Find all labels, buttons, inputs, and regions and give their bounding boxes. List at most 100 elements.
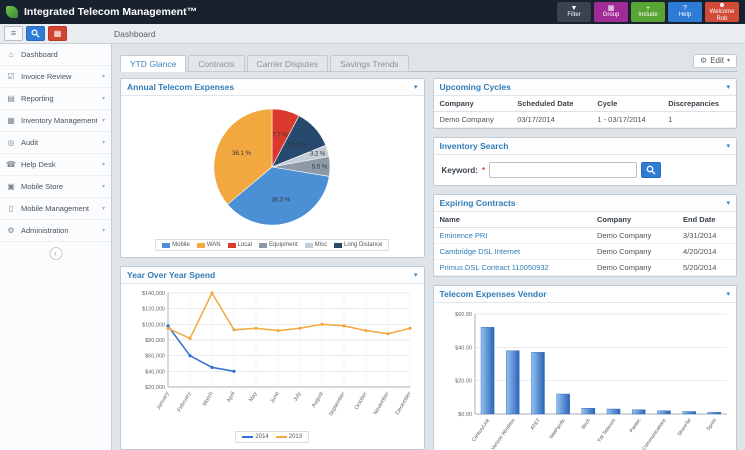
- sidebar-item-administration[interactable]: ⚙ Administration ▾: [0, 220, 111, 242]
- sidebar-collapse-button[interactable]: ‹: [49, 247, 62, 260]
- sidebar-item-help-desk[interactable]: ☎ Help Desk ▾: [0, 154, 111, 176]
- legend-label: 2014: [255, 434, 269, 440]
- table-header-row: Name Company End Date: [433, 212, 736, 228]
- sidebar-item-label: Mobile Store: [21, 182, 64, 191]
- bar-shoretel: [682, 411, 696, 415]
- data-point: [210, 365, 214, 369]
- include-button[interactable]: + Include: [631, 2, 665, 22]
- search-icon: [646, 165, 656, 175]
- x-tick-label: AT&T: [529, 418, 541, 432]
- legend-item: Misc: [304, 242, 327, 248]
- tab-ytd-glance[interactable]: YTD Glance: [120, 54, 187, 72]
- panel-title: Telecom Expenses Vendor: [439, 289, 547, 299]
- contract-link[interactable]: Eminence PRI: [439, 231, 488, 240]
- x-tick-label: June: [270, 391, 281, 404]
- contract-link[interactable]: Primus DSL Contract 110050932: [439, 263, 549, 272]
- contract-link[interactable]: Cambridge DSL Internet: [439, 247, 521, 256]
- table-cell: Primus DSL Contract 110050932: [433, 259, 592, 276]
- table-cell: 1: [662, 111, 736, 128]
- table-body: Demo Company 03/17/2014 1 - 03/17/2014 1: [433, 111, 736, 128]
- help-button[interactable]: ? Help: [668, 2, 702, 22]
- menu-button[interactable]: ≡: [4, 26, 23, 41]
- edit-menu-button[interactable]: ⚙ Edit ▾: [693, 54, 737, 68]
- breadcrumb: Dashboard: [114, 28, 156, 39]
- sidebar-item-mobile-management[interactable]: ▯ Mobile Management ▾: [0, 198, 111, 220]
- chevron-down-icon: ▾: [726, 58, 730, 64]
- table-cell: Demo Company: [591, 227, 678, 244]
- tab-savings-trends[interactable]: Savings Trends: [330, 54, 409, 72]
- data-point: [364, 329, 368, 333]
- table-cell: 03/17/2014: [511, 111, 592, 128]
- legend-swatch: [333, 242, 342, 248]
- legend-item: Mobile: [162, 242, 190, 248]
- x-tick-label: September: [328, 391, 347, 417]
- chevron-down-icon: ▾: [101, 184, 105, 190]
- help-icon: ?: [683, 5, 687, 13]
- welcome-rob-button[interactable]: ☻ Welcome Rob: [705, 2, 739, 22]
- sidebar-item-audit[interactable]: ◎ Audit ▾: [0, 132, 111, 154]
- pie-slice-label: 7.7 %: [273, 132, 289, 138]
- legend-line-swatch: [242, 436, 254, 438]
- sidebar-item-mobile-store[interactable]: ▣ Mobile Store ▾: [0, 176, 111, 198]
- pie-legend: Mobile WAN Local Equipment Misc Long Distance: [155, 239, 390, 251]
- legend-label: Mobile: [172, 242, 190, 248]
- collapse-caret-icon[interactable]: ▾: [413, 272, 418, 279]
- sidebar-item-reporting[interactable]: ▤ Reporting ▾: [0, 88, 111, 110]
- panel-title: Expiring Contracts: [439, 198, 516, 208]
- required-asterisk: *: [481, 165, 486, 175]
- admin-icon: ⚙: [7, 226, 15, 235]
- sidebar: ⌂ Dashboard ☑ Invoice Review ▾ ▤ Reporting ▾ ▦ In…: [0, 44, 112, 450]
- upcoming-cycles-table: Company Scheduled Date Cycle Discrepancies D…: [433, 96, 736, 128]
- pie-chart: 7.7 % 11.2 %3.2 % 5.5 % 36.3 % 36.1 %: [213, 108, 331, 226]
- y-tick-label: $120,000: [142, 307, 165, 313]
- panel-inventory-search: Inventory Search ▾ Keyword: *: [432, 137, 737, 186]
- table-body: Eminence PRI Demo Company 3/31/2014 Cambrid…: [433, 227, 736, 276]
- y-tick-label: $40.00: [455, 345, 472, 351]
- table-cell: Cambridge DSL Internet: [433, 243, 592, 260]
- search-button[interactable]: [26, 26, 45, 41]
- collapse-caret-icon[interactable]: ▾: [413, 84, 418, 91]
- collapse-caret-icon[interactable]: ▾: [726, 200, 730, 207]
- sidebar-item-inventory-management[interactable]: ▦ Inventory Management ▾: [0, 110, 111, 132]
- right-column: Upcoming Cycles ▾ Company Scheduled Date C…: [432, 78, 737, 450]
- group-button[interactable]: ▦ Group: [594, 2, 628, 22]
- pie-slice-mobile: [227, 166, 330, 226]
- collapse-caret-icon[interactable]: ▾: [726, 143, 730, 150]
- legend-label: Misc: [314, 242, 327, 248]
- apps-button[interactable]: ▦: [48, 26, 67, 41]
- tab-carrier-disputes[interactable]: Carrier Disputes: [246, 54, 329, 72]
- dashboard-columns: Annual Telecom Expenses ▾ 7.7 % 11.2 % 3.2…: [120, 78, 737, 450]
- sidebar-item-label: Reporting: [21, 94, 54, 103]
- sidebar-item-label: Help Desk: [21, 160, 56, 169]
- table-cell: 5/20/2014: [677, 259, 736, 276]
- x-tick-label: October: [354, 391, 369, 411]
- bar-tw-telecom: [606, 408, 621, 415]
- bar-verizon-wireless: [505, 350, 520, 415]
- invoice-icon: ☑: [7, 72, 15, 81]
- topbar-button-label: Filter: [567, 12, 581, 19]
- pie-slice-label: 3.2 %: [310, 152, 326, 158]
- tab-contracts[interactable]: Contracts: [188, 54, 245, 72]
- panel-header: Year Over Year Spend ▾: [121, 267, 424, 284]
- sidebar-item-invoice-review[interactable]: ☑ Invoice Review ▾: [0, 66, 111, 88]
- chevron-down-icon: ▾: [101, 206, 105, 212]
- tabs: YTD Glance Contracts Carrier Disputes Savin…: [120, 54, 411, 72]
- pie-slice-label: 11.2 %: [288, 142, 307, 148]
- legend-label: Local: [237, 242, 252, 248]
- sidebar-item-dashboard[interactable]: ⌂ Dashboard: [0, 44, 111, 66]
- keyword-label: Keyword:: [441, 165, 478, 175]
- data-point: [320, 322, 324, 326]
- y-tick-label: $0.00: [458, 412, 472, 418]
- filter-icon: ▼: [570, 5, 578, 13]
- x-tick-label: February: [177, 391, 193, 413]
- pie-slice-wan: [213, 108, 273, 205]
- collapse-caret-icon[interactable]: ▾: [726, 84, 730, 91]
- column-header: Scheduled Date: [511, 96, 592, 112]
- legend-swatch: [304, 242, 313, 248]
- chevron-down-icon: ▾: [101, 162, 105, 168]
- filter-button[interactable]: ▼ Filter: [557, 2, 591, 22]
- search-button[interactable]: [641, 162, 662, 178]
- collapse-caret-icon[interactable]: ▾: [726, 291, 730, 298]
- legend-label: WAN: [206, 242, 221, 248]
- keyword-input[interactable]: [489, 162, 638, 178]
